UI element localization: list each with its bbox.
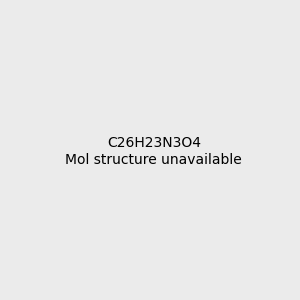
Text: C26H23N3O4
Mol structure unavailable: C26H23N3O4 Mol structure unavailable <box>65 136 242 166</box>
